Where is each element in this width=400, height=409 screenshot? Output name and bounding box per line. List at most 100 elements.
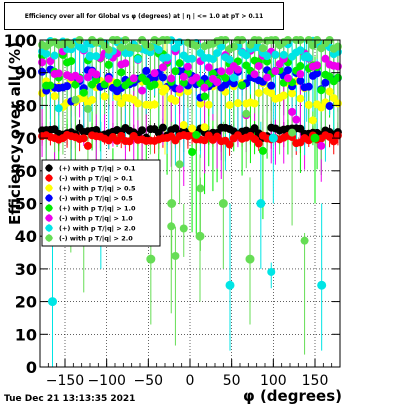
data-point xyxy=(175,85,184,94)
legend-label: (-) with p T/|q| > 0.5 xyxy=(59,195,133,204)
data-point xyxy=(104,45,113,54)
x-tick-label: 100 xyxy=(260,373,287,389)
data-point xyxy=(271,50,280,59)
data-point xyxy=(92,76,101,85)
data-point xyxy=(42,49,51,58)
data-point xyxy=(129,74,138,83)
data-point xyxy=(175,38,184,47)
data-point xyxy=(158,73,167,82)
data-point xyxy=(175,160,184,169)
data-point xyxy=(296,70,305,79)
data-point xyxy=(104,60,113,69)
data-point xyxy=(267,81,276,90)
data-point xyxy=(321,78,330,87)
x-tick-label: −100 xyxy=(87,373,125,389)
outlier-point xyxy=(245,254,255,264)
legend-label: (+) with p T/|q| > 1.0 xyxy=(59,205,136,214)
data-point xyxy=(63,82,72,91)
data-point xyxy=(117,43,126,52)
outlier-point xyxy=(167,199,177,208)
data-point xyxy=(204,63,213,72)
data-point xyxy=(200,123,209,132)
axis-layer: −150 −100 −50 0 50 100 150 0 10 20 30 40 50 60 70 80 90 1… xyxy=(4,31,341,389)
data-point xyxy=(233,65,242,74)
data-point xyxy=(250,99,259,108)
data-point xyxy=(213,78,222,87)
data-point xyxy=(183,87,192,96)
data-point xyxy=(50,51,59,60)
data-point xyxy=(192,130,201,139)
data-point xyxy=(171,124,180,133)
data-point xyxy=(233,99,242,108)
outlier-point xyxy=(85,51,95,61)
data-point xyxy=(321,54,330,63)
data-point xyxy=(213,49,222,58)
data-point xyxy=(329,137,338,146)
data-point xyxy=(121,59,130,68)
data-point xyxy=(263,73,272,82)
data-point xyxy=(179,121,188,130)
data-point xyxy=(117,99,126,108)
y-tick-label: 70 xyxy=(15,129,37,148)
outlier-point xyxy=(268,133,278,143)
data-point xyxy=(83,104,92,113)
outlier-point xyxy=(302,51,312,61)
data-point xyxy=(250,70,259,79)
legend-label: (+) with p T/|q| > 2.0 xyxy=(59,225,136,234)
y-tick-label: 50 xyxy=(15,195,37,214)
legend-marker xyxy=(45,224,53,232)
data-point xyxy=(229,42,238,51)
y-tick-label: 30 xyxy=(15,260,37,279)
data-point xyxy=(150,69,159,78)
data-point xyxy=(167,222,176,231)
data-point xyxy=(67,40,76,49)
data-point xyxy=(92,52,101,61)
x-tick-label: 150 xyxy=(302,373,329,389)
data-point xyxy=(100,92,109,101)
data-point xyxy=(317,141,326,150)
outlier-point xyxy=(310,133,320,143)
data-point xyxy=(229,73,238,82)
outlier-point xyxy=(48,297,57,307)
data-point xyxy=(217,42,226,51)
data-point xyxy=(225,140,234,149)
data-point xyxy=(171,251,180,260)
data-point xyxy=(88,95,97,104)
x-tick-label: −150 xyxy=(46,373,84,389)
chart-title-box: Efficiency over all for Global vs φ (deg… xyxy=(4,2,284,30)
data-point xyxy=(238,81,247,90)
data-point xyxy=(308,116,317,125)
data-point xyxy=(50,92,59,101)
y-tick-label: 10 xyxy=(15,325,37,344)
legend-marker xyxy=(45,174,53,182)
y-tick-label: 60 xyxy=(15,162,37,181)
data-point xyxy=(196,184,205,193)
data-point xyxy=(171,96,180,105)
data-point xyxy=(117,68,126,77)
data-point xyxy=(133,99,142,108)
timestamp: Tue Dec 21 13:13:35 2021 xyxy=(4,394,136,404)
data-point xyxy=(188,54,197,63)
legend-marker xyxy=(45,184,53,192)
data-point xyxy=(150,80,159,89)
data-point xyxy=(333,99,342,108)
data-point xyxy=(67,57,76,66)
data-point xyxy=(113,92,122,101)
data-point xyxy=(296,46,305,55)
data-point xyxy=(333,73,342,82)
data-point xyxy=(279,50,288,59)
data-point xyxy=(188,148,197,157)
data-point xyxy=(263,52,272,61)
data-point xyxy=(304,100,313,109)
data-point xyxy=(225,101,234,110)
data-point xyxy=(175,59,184,68)
data-point xyxy=(267,89,276,98)
data-point xyxy=(83,141,92,150)
y-tick-label: 40 xyxy=(15,227,37,246)
outlier-point xyxy=(256,199,266,208)
data-point xyxy=(288,128,297,137)
data-point xyxy=(183,62,192,71)
data-point xyxy=(133,55,142,64)
data-point xyxy=(46,81,55,90)
data-point xyxy=(54,104,63,113)
